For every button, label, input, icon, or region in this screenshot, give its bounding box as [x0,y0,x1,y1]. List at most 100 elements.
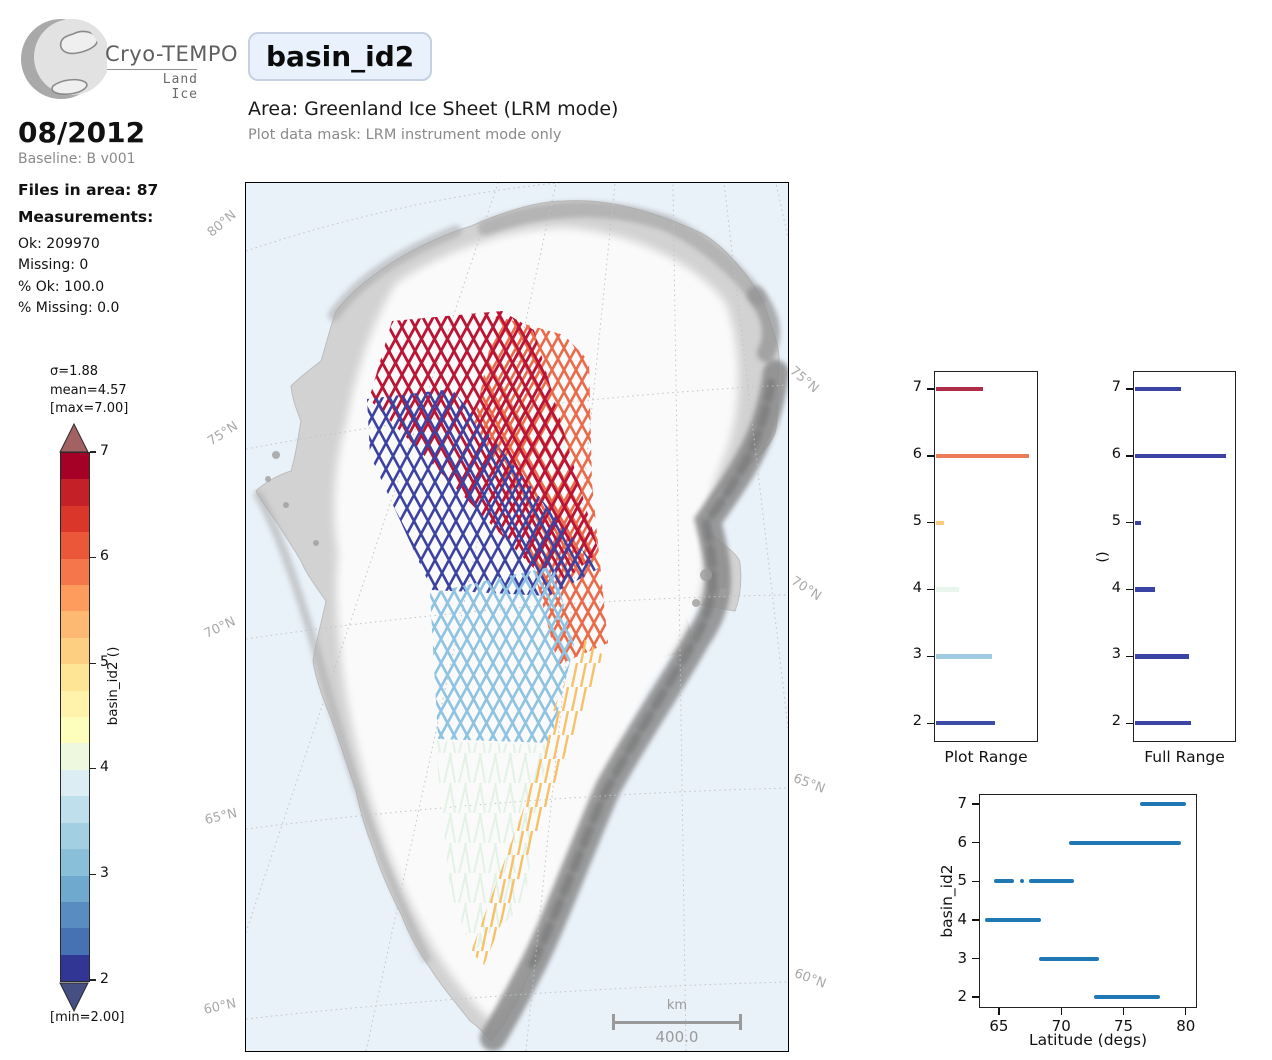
colorbar-tick [90,873,96,876]
lat-label: 65°N [791,771,827,797]
logo-subtitle: Land Ice [162,72,198,102]
full-range-ytick-label: 3 [1111,646,1121,663]
colorbar-tick [90,662,96,664]
plot-range-ytick-label: 5 [912,512,922,529]
scalebar-tick-left [612,1014,615,1030]
scatter-ytick-label: 2 [957,987,967,1006]
full-range-ytick-label: 5 [1111,512,1121,529]
colorbar-segment [61,954,89,982]
colorbar-tick-label: 3 [100,864,109,881]
colorbar [60,452,90,982]
colorbar-max: [max=7.00] [50,401,129,416]
full-range-ytick-label: 7 [1111,379,1121,396]
scatter-xtick-label: 70 [1051,1017,1071,1035]
colorbar-segment [61,717,89,744]
scatter-ytick [972,803,979,805]
plot-range-ytick [927,722,934,724]
variable-badge: basin_id2 [248,32,433,81]
basin-4-tracks [435,741,548,953]
plot-range-ytick [927,388,934,390]
scatter-xtick-label: 80 [1176,1017,1196,1035]
basin-3-tracks [430,566,574,743]
colorbar-segment [61,822,89,850]
mask-subtitle: Plot data mask: LRM instrument mode only [248,127,562,143]
scalebar-value: 400.0 [655,1028,699,1046]
full-range-ytick [1126,655,1133,658]
plot-range-bar-basin-3 [936,654,992,659]
baseline-label: Baseline: B v001 [18,151,136,167]
colorbar-segment [61,637,89,665]
scatter-segment-basin-6 [1068,840,1181,845]
stat-missing: Missing: 0 [18,257,89,273]
plot-range-ytick-label: 2 [912,713,922,730]
colorbar-tick [90,768,96,770]
full-range-bar-basin-5 [1135,520,1141,525]
logo-divider [107,69,197,70]
full-range-ytick [1126,522,1133,524]
lat-label: 75°N [786,363,822,397]
files-in-area-label: Files in area: 87 [18,181,159,199]
lat-label: 70°N [788,573,824,605]
full-range-ytick [1126,722,1133,724]
colorbar-mean: mean=4.57 [50,383,127,398]
scatter-segment-basin-2 [1093,995,1160,1000]
scatter-xtick [1060,1008,1062,1015]
colorbar-segment [61,849,89,876]
greenland-map [205,180,967,1052]
colorbar-tick-label: 5 [100,653,109,670]
colorbar-min: [min=2.00] [50,1010,125,1025]
cryo-tempo-logo-icon [21,19,107,99]
area-title: Area: Greenland Ice Sheet (LRM mode) [248,98,619,120]
basin-2-tracks [367,389,598,596]
plot-range-ytick [927,455,934,457]
colorbar-segment [61,532,89,559]
colorbar-segment [61,505,89,533]
full-range-ytick-label: 2 [1111,713,1121,730]
full-range-title: Full Range [1144,748,1225,766]
scatter-ytick [972,957,979,960]
scatter-ytick [972,996,979,998]
plot-range-ytick [927,588,934,591]
stat-pct-ok: % Ok: 100.0 [18,279,105,295]
scatter-ytick-label: 4 [957,909,967,928]
scalebar-line [612,1021,742,1024]
logo-title: Cryo-TEMPO [105,42,239,66]
colorbar-segment [61,585,89,612]
plot-range-ytick-label: 6 [912,445,922,462]
colorbar-tick-label: 4 [100,759,109,776]
plot-range-ytick-label: 4 [912,579,922,596]
colorbar-tick-label: 2 [100,970,109,987]
full-range-bar-basin-6 [1135,453,1227,459]
date-label: 08/2012 [18,116,146,149]
full-range-ytick [1126,388,1133,390]
scatter-xtick-label: 65 [989,1017,1009,1035]
plot-range-bar-basin-7 [936,386,984,392]
scatter-ytick [972,919,979,921]
lat-label: 60°N [792,966,828,992]
scatter-segment-basin-5 [993,879,1014,884]
plot-range-ytick [927,655,934,658]
scatter-xtick [998,1008,1000,1015]
scatter-frame [979,794,1197,1008]
scatter-ytick-label: 5 [957,871,967,890]
plot-range-title: Plot Range [944,748,1028,766]
colorbar-segment [61,690,89,718]
full-range-bar-basin-4 [1135,587,1156,592]
satellite-track-regions [367,311,608,965]
full-range-ytick-label: 6 [1111,445,1121,462]
scatter-xtick [1185,1008,1187,1015]
full-range-bar-basin-2 [1135,721,1192,726]
measurements-label: Measurements: [18,208,154,226]
map-canvas [205,180,967,1052]
scatter-segment-basin-4 [985,917,1042,922]
scatter-xlabel: Latitude (degs) [1028,1031,1148,1049]
plot-range-bar-basin-4 [936,587,959,592]
colorbar-segment [61,611,89,638]
lat-label: 80°N [204,207,240,241]
scatter-ytick [972,880,979,882]
full-range-bar-basin-7 [1135,386,1181,392]
colorbar-tick-label: 6 [100,548,109,565]
plot-range-bar-basin-2 [936,721,995,726]
colorbar-under-arrow [59,982,89,1012]
